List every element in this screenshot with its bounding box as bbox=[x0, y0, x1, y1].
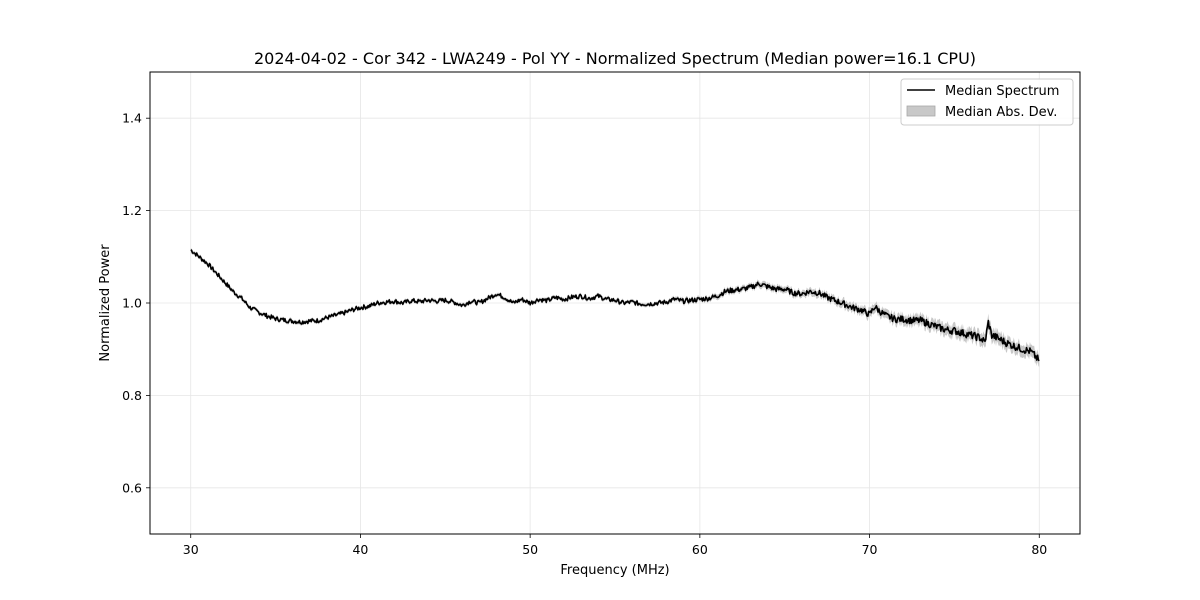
legend-box bbox=[900, 78, 1074, 126]
y-axis-label: Normalized Power bbox=[98, 244, 113, 362]
y-tick-label: 1.2 bbox=[122, 203, 142, 218]
y-tick-label: 1.0 bbox=[122, 296, 142, 311]
x-tick-label: 80 bbox=[1031, 542, 1047, 557]
legend-label-mad: Median Abs. Dev. bbox=[945, 105, 1057, 120]
median-spectrum-line bbox=[190, 249, 1040, 362]
y-tick-label: 0.6 bbox=[122, 480, 142, 495]
legend-label-median-spectrum: Median Spectrum bbox=[945, 84, 1059, 99]
x-tick-label: 30 bbox=[183, 542, 199, 557]
y-tick-label: 0.8 bbox=[122, 388, 142, 403]
x-tick-label: 40 bbox=[352, 542, 368, 557]
x-axis-ticks: 30 40 50 60 70 80 bbox=[183, 534, 1047, 557]
x-tick-label: 50 bbox=[522, 542, 538, 557]
legend-band-swatch bbox=[906, 105, 936, 117]
y-axis-ticks: 0.6 0.8 1.0 1.2 1.4 bbox=[122, 111, 150, 495]
y-tick-label: 1.4 bbox=[122, 111, 142, 126]
chart-title: 2024-04-02 - Cor 342 - LWA249 - Pol YY -… bbox=[254, 49, 976, 68]
x-axis-label: Frequency (MHz) bbox=[560, 563, 669, 578]
x-tick-label: 70 bbox=[862, 542, 878, 557]
legend: Median Spectrum Median Abs. Dev. bbox=[900, 78, 1074, 126]
x-tick-label: 60 bbox=[692, 542, 708, 557]
